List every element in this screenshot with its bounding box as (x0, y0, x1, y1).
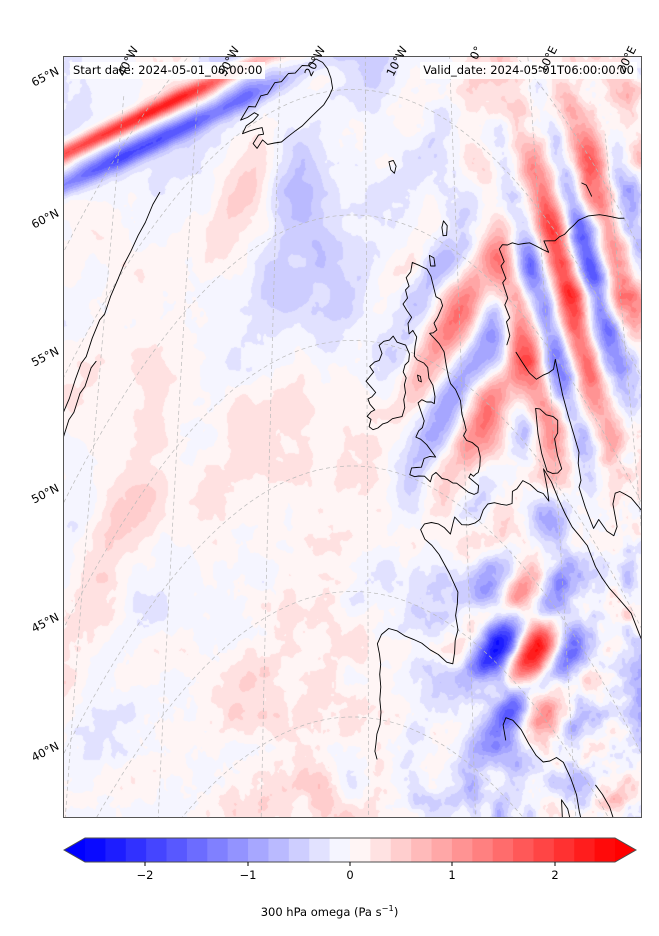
valid-date-annotation: Valid_date: 2024-05-01T06:00:00.00 (420, 62, 637, 80)
colorbar-gradient (63, 837, 637, 866)
colorbar-tick-4: 2 (551, 868, 559, 882)
omega-field-heatmap (64, 57, 641, 817)
lat-tick-3: 50°N (28, 480, 62, 507)
lat-tick-0: 65°N (28, 63, 62, 90)
start-date-annotation: Start date: 2024-05-01_00:00:00 (70, 62, 266, 80)
lat-tick-5: 40°N (28, 738, 62, 765)
map-plot-area[interactable]: Start date: 2024-05-01_00:00:00 Valid_da… (63, 56, 642, 818)
colorbar-tick-0: −2 (136, 868, 154, 882)
lat-tick-2: 55°N (28, 343, 62, 370)
colorbar-tick-3: 1 (448, 868, 456, 882)
colorbar[interactable] (63, 836, 637, 866)
colorbar-title: 300 hPa omega (Pa s−1) (260, 903, 399, 919)
lat-tick-1: 60°N (28, 205, 62, 232)
lat-tick-4: 45°N (28, 609, 62, 636)
colorbar-tick-1: −1 (239, 868, 257, 882)
colorbar-tick-2: 0 (346, 868, 354, 882)
